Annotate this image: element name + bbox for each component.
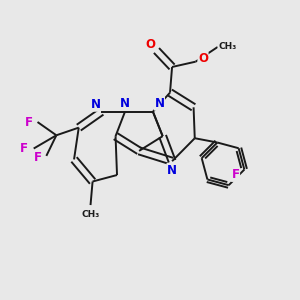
Text: F: F xyxy=(232,168,239,182)
Text: CH₃: CH₃ xyxy=(218,42,236,51)
Text: N: N xyxy=(154,97,164,110)
Text: N: N xyxy=(120,97,130,110)
Text: N: N xyxy=(167,164,177,176)
Text: F: F xyxy=(25,116,33,128)
Text: O: O xyxy=(145,38,155,50)
Text: N: N xyxy=(91,98,100,111)
Text: F: F xyxy=(34,151,41,164)
Text: CH₃: CH₃ xyxy=(81,210,100,219)
Text: O: O xyxy=(198,52,208,65)
Text: F: F xyxy=(20,142,28,155)
